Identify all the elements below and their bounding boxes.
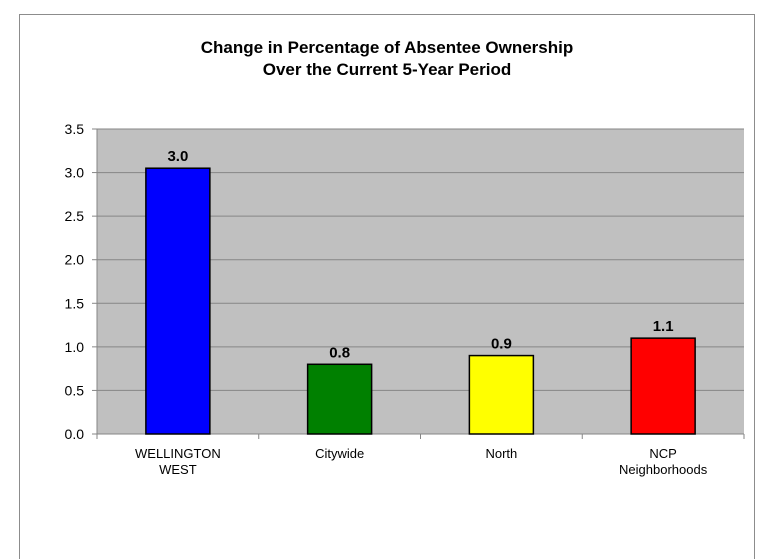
y-tick-label: 1.5 <box>65 295 85 311</box>
category-label: Citywide <box>315 446 364 461</box>
category-label: Neighborhoods <box>619 462 708 477</box>
bar <box>630 337 696 435</box>
bar <box>468 354 535 435</box>
y-tick-label: 3.5 <box>65 121 85 137</box>
category-label: North <box>485 446 517 461</box>
y-tick-label: 2.5 <box>65 208 85 224</box>
chart-subtitle: Over the Current 5-Year Period <box>262 60 512 79</box>
category-label: WELLINGTON <box>135 446 221 461</box>
bar <box>145 167 211 435</box>
y-tick-label: 2.0 <box>65 252 85 268</box>
bar <box>306 363 373 435</box>
data-label: 3.0 <box>167 148 188 165</box>
data-label: 0.8 <box>329 344 350 361</box>
chart-title: Change in Percentage of Absentee Ownersh… <box>200 38 574 57</box>
category-label: WEST <box>159 462 197 477</box>
y-tick-label: 0.0 <box>65 426 85 442</box>
data-label: 1.1 <box>653 318 674 335</box>
y-tick-label: 3.0 <box>65 165 85 181</box>
data-label: 0.9 <box>491 336 512 353</box>
y-tick-label: 0.5 <box>65 382 85 398</box>
category-label: NCP <box>649 446 676 461</box>
y-tick-label: 1.0 <box>65 339 85 355</box>
